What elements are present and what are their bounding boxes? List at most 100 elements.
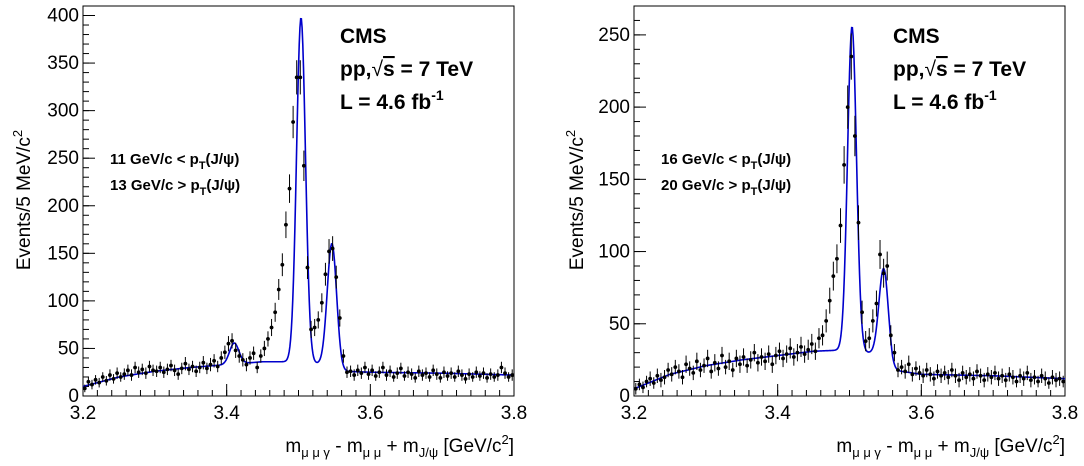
data-point [161, 366, 166, 378]
data-point [914, 361, 918, 376]
y-tick-label: 0 [68, 386, 79, 407]
data-point [727, 352, 732, 370]
data-point [1007, 367, 1012, 382]
marker [888, 333, 893, 338]
data-point [791, 348, 796, 366]
marker [187, 367, 191, 372]
marker [655, 373, 660, 378]
data-point [495, 369, 500, 381]
data-point [860, 300, 864, 324]
y-tick-label: 50 [58, 338, 79, 359]
marker [140, 367, 145, 372]
marker [255, 365, 260, 370]
data-point [398, 362, 403, 375]
data-point [799, 336, 803, 357]
marker [662, 375, 667, 380]
marker [452, 375, 457, 379]
marker [165, 367, 170, 372]
marker [363, 365, 367, 370]
marker [104, 378, 109, 383]
data-point [831, 261, 836, 291]
data-point [817, 328, 821, 349]
data-point [964, 370, 969, 385]
data-point [212, 354, 216, 368]
data-point [488, 368, 493, 380]
marker [154, 369, 159, 374]
marker [122, 372, 127, 377]
marker [222, 350, 227, 355]
marker [359, 371, 364, 376]
data-point [827, 287, 832, 314]
data-point [756, 354, 760, 372]
marker [953, 373, 958, 378]
data-point [169, 359, 173, 372]
marker [323, 272, 328, 277]
marker [702, 363, 706, 368]
marker [1050, 375, 1055, 380]
data-point [953, 368, 958, 383]
data-point [133, 361, 137, 374]
marker [949, 368, 954, 372]
data-point [676, 364, 681, 379]
marker [863, 339, 868, 344]
data-point [474, 366, 479, 378]
data-point [788, 338, 793, 359]
marker [870, 318, 875, 323]
data-point [179, 362, 184, 375]
marker [194, 369, 199, 374]
data-point [1050, 370, 1055, 385]
data-point [917, 365, 922, 381]
marker [215, 364, 220, 369]
data-point [330, 236, 335, 261]
marker [449, 371, 454, 376]
marker [208, 362, 213, 367]
data-point [503, 367, 507, 379]
marker [284, 222, 288, 227]
data-point [183, 357, 188, 371]
data-point [93, 375, 98, 385]
data-point [971, 371, 976, 386]
data-point [125, 364, 130, 377]
marker [262, 346, 267, 351]
data-point [305, 256, 310, 279]
marker [960, 370, 965, 375]
data-point [506, 372, 511, 382]
marker [442, 370, 446, 375]
data-point [863, 331, 868, 352]
x-tick-label: 3.2 [621, 403, 647, 424]
marker [720, 353, 724, 358]
data-point [935, 364, 940, 379]
marker [917, 370, 922, 375]
marker [201, 360, 206, 365]
experiment-label: CMS [893, 25, 940, 48]
data-point [752, 344, 757, 362]
data-point [266, 331, 270, 347]
data-point [766, 345, 771, 363]
data-point [709, 364, 714, 379]
energy-label: pp,√s = 7 TeV [893, 58, 1026, 81]
axes-ticks: 3.2 3.4 3.6 3.8 0 50 100 150 200 250 300 350 400 [47, 5, 527, 424]
pt-cut-lower: 11 GeV/c < pT(J/ψ) [110, 151, 239, 172]
data-point [104, 376, 109, 386]
data-layer [82, 17, 515, 393]
data-point [993, 365, 997, 381]
data-point [896, 362, 900, 378]
data-point [666, 362, 671, 378]
marker [151, 368, 155, 373]
data-point [445, 371, 450, 381]
marker [802, 352, 807, 357]
marker [108, 373, 112, 377]
marker [676, 369, 681, 374]
data-point [151, 364, 155, 377]
marker [637, 382, 642, 387]
marker [899, 365, 904, 370]
marker [942, 370, 947, 375]
data-point [957, 372, 961, 388]
data-point [641, 381, 645, 394]
marker [100, 375, 105, 379]
marker [212, 358, 216, 363]
data-point [337, 309, 342, 327]
data-point [888, 325, 893, 346]
marker [845, 105, 850, 110]
marker [190, 364, 195, 369]
